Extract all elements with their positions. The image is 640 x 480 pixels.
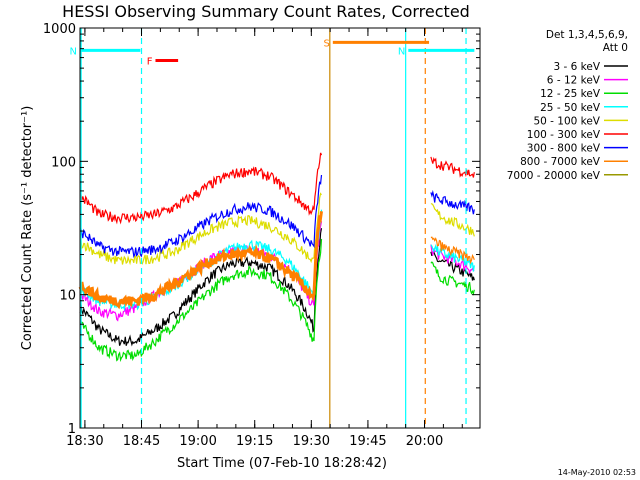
series-12-25-kev-line-after-gap	[430, 261, 475, 296]
series-100-300-kev-line-after-gap	[430, 156, 475, 178]
legend-entry-label: 800 - 7000 keV	[520, 156, 601, 168]
x-tick-label: 19:45	[349, 434, 386, 449]
series-3-6-kev-line-after-gap	[430, 251, 475, 281]
flag-label-f: F	[147, 57, 153, 68]
x-tick-label: 19:15	[236, 434, 273, 449]
x-tick-label: 20:00	[406, 434, 443, 449]
y-tick-label: 1	[68, 422, 76, 437]
series-50-100-kev-line	[79, 192, 322, 266]
plot-frame	[79, 27, 481, 429]
x-tick-label: 18:30	[66, 434, 103, 449]
legend-entry-label: 50 - 100 keV	[533, 115, 600, 127]
x-tick-label: 19:00	[179, 434, 216, 449]
series-300-800-kev-line-after-gap	[430, 189, 475, 215]
flag-label-n: N	[398, 46, 405, 57]
legend-entry-label: 100 - 300 keV	[527, 129, 601, 141]
legend-header: Att 0	[603, 42, 628, 54]
y-tick-label: 1000	[43, 22, 76, 37]
series-300-800-kev-line	[79, 174, 323, 259]
legend-entry-label: 3 - 6 keV	[553, 61, 600, 73]
series-12-25-kev-line	[79, 238, 323, 363]
x-axis: 18:30 18:45 19:00 19:15 19:30 19:45 20:00	[66, 28, 463, 449]
plot-area: N N F S	[70, 28, 475, 428]
series-800-7000-kev-line	[78, 211, 323, 310]
series-800-7000-kev-line-after-gap	[430, 236, 475, 265]
series-3-6-kev-line	[79, 228, 323, 347]
legend-entry-label: 25 - 50 keV	[540, 102, 601, 114]
x-tick-label: 18:45	[123, 434, 160, 449]
legend-entry-label: 300 - 800 keV	[527, 143, 601, 155]
flag-label-n: N	[70, 46, 77, 57]
legend-entry-label: 6 - 12 keV	[547, 75, 601, 87]
y-axis-label: Corrected Count Rate (s⁻¹ detector⁻¹)	[20, 106, 35, 351]
legend-header: Det 1,3,4,5,6,9,	[546, 29, 628, 41]
chart-title: HESSI Observing Summary Count Rates, Cor…	[62, 2, 470, 21]
legend: Det 1,3,4,5,6,9,Att 03 - 6 keV 6 - 12 keV…	[507, 29, 628, 182]
series-50-100-kev-line-after-gap	[430, 203, 475, 237]
y-tick-label: 100	[51, 155, 76, 170]
y-axis: 1 10 100 1000	[43, 22, 480, 437]
footer-timestamp: 14-May-2010 02:53	[558, 468, 636, 477]
x-tick-label: 19:30	[293, 434, 330, 449]
series-25-50-kev-line-after-gap	[430, 243, 475, 272]
series-100-300-kev-line	[79, 152, 323, 225]
legend-entry-label: 12 - 25 keV	[540, 88, 601, 100]
x-axis-label: Start Time (07-Feb-10 18:28:42)	[177, 456, 387, 471]
legend-entry-label: 7000 - 20000 keV	[507, 170, 601, 182]
y-tick-label: 10	[59, 289, 76, 304]
flag-label-s: S	[323, 38, 329, 49]
